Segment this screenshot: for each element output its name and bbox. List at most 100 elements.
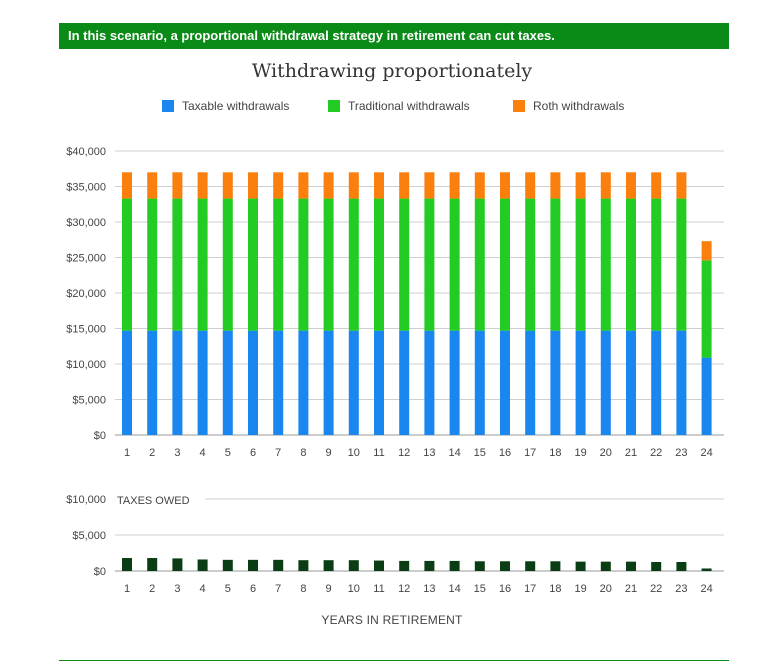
taxes-x-tick-label: 13 (423, 583, 435, 595)
taxes-bar-segment (374, 560, 384, 571)
taxes-x-tick-label: 2 (149, 583, 155, 595)
main-bar-segment (449, 330, 460, 435)
taxes-chart-x-ticks: 1 2 3 4 5 6 7 8 9 10 11 12 13 14 15 16 17 18 19 20 21 22 23 24 (124, 583, 713, 595)
main-bar-segment (550, 198, 561, 331)
main-y-tick-label: $10,000 (66, 359, 106, 371)
taxes-x-tick-label: 1 (124, 583, 130, 595)
taxes-x-tick-label: 15 (474, 583, 486, 595)
taxes-x-tick-label: 16 (499, 583, 511, 595)
taxes-bar-segment (172, 558, 183, 571)
main-bar-segment (399, 198, 410, 331)
taxes-bar-segment (348, 560, 359, 571)
main-bar-segment (374, 172, 384, 199)
main-bar-segment (676, 198, 687, 331)
main-chart-grid: $0 $5,000 $10,000 $15,000 $20,000 $25,000 $30,… (66, 146, 724, 442)
main-bar-segment (474, 330, 485, 435)
main-bar-segment (600, 172, 611, 199)
main-x-tick-label: 16 (499, 447, 511, 459)
main-x-tick-label: 2 (149, 447, 155, 459)
main-bar-segment (525, 330, 536, 435)
main-bar-segment (500, 172, 510, 199)
taxes-x-tick-label: 7 (275, 583, 281, 595)
main-x-tick-label: 18 (549, 447, 561, 459)
main-x-tick-label: 5 (225, 447, 231, 459)
main-bar-segment (474, 198, 485, 331)
main-x-tick-label: 6 (250, 447, 256, 459)
bottom-divider (59, 660, 729, 661)
taxes-x-tick-label: 17 (524, 583, 536, 595)
main-bar-segment (550, 330, 561, 435)
taxes-bar-segment (122, 558, 132, 571)
main-bar-segment (399, 172, 410, 199)
main-bar-segment (424, 198, 435, 331)
taxes-x-tick-label: 9 (326, 583, 332, 595)
main-y-tick-label: $5,000 (72, 395, 106, 407)
x-axis-label: YEARS IN RETIREMENT (321, 613, 463, 627)
main-bar-segment (651, 330, 662, 435)
main-bar-segment (323, 172, 334, 199)
legend-traditional: Traditional withdrawals (328, 99, 470, 113)
main-bar-segment (172, 198, 183, 331)
main-x-tick-label: 1 (124, 447, 130, 459)
taxes-x-tick-label: 10 (348, 583, 360, 595)
main-bar-segment (122, 198, 132, 331)
main-bar-segment (197, 172, 208, 199)
taxes-y-tick-label: $10,000 (66, 494, 106, 506)
main-bar-segment (248, 198, 258, 331)
main-chart-x-ticks: 1 2 3 4 5 6 7 8 9 10 11 12 13 14 15 16 17 18 19 20 21 22 23 24 (124, 447, 713, 459)
taxes-bar-segment (197, 559, 208, 571)
main-x-tick-label: 21 (625, 447, 637, 459)
main-y-tick-label: $25,000 (66, 253, 106, 265)
chart-title: Withdrawing proportionately (251, 60, 533, 82)
main-bar-segment (273, 172, 284, 199)
taxes-bar-segment (676, 562, 687, 571)
legend-roth: Roth withdrawals (513, 99, 624, 113)
taxes-x-tick-label: 11 (373, 583, 384, 595)
main-y-tick-label: $30,000 (66, 217, 106, 229)
legend-roth-label: Roth withdrawals (533, 99, 625, 113)
main-bar-segment (374, 330, 384, 435)
main-bar-segment (575, 198, 586, 331)
taxes-bar-segment (500, 561, 510, 571)
main-bar-segment (525, 172, 536, 199)
taxes-x-tick-label: 14 (448, 583, 460, 595)
main-bar-segment (626, 330, 636, 435)
main-bar-segment (122, 172, 132, 199)
main-x-tick-label: 11 (373, 447, 384, 459)
main-bar-segment (273, 198, 284, 331)
legend-taxable-label: Taxable withdrawals (182, 99, 290, 113)
main-bar-segment (147, 198, 158, 331)
taxes-bar-segment (147, 558, 158, 571)
taxes-x-tick-label: 21 (625, 583, 637, 595)
taxes-x-tick-label: 5 (225, 583, 231, 595)
main-x-tick-label: 10 (348, 447, 360, 459)
main-bar-segment (197, 330, 208, 435)
main-bar-segment (172, 330, 183, 435)
main-bar-segment (600, 330, 611, 435)
main-x-tick-label: 23 (675, 447, 687, 459)
main-bar-segment (600, 198, 611, 331)
main-bar-segment (147, 172, 158, 199)
main-x-tick-label: 13 (423, 447, 435, 459)
legend-traditional-label: Traditional withdrawals (348, 99, 470, 113)
main-bar-segment (248, 330, 258, 435)
taxes-x-tick-label: 19 (574, 583, 586, 595)
main-y-tick-label: $15,000 (66, 324, 106, 336)
main-bar-segment (575, 172, 586, 199)
main-bar-segment (575, 330, 586, 435)
main-bar-segment (298, 172, 309, 199)
chart-legend: Taxable withdrawals Traditional withdraw… (0, 99, 784, 115)
taxes-x-tick-label: 12 (398, 583, 410, 595)
main-bar-segment (701, 241, 712, 261)
main-chart-bars (122, 172, 712, 435)
main-bar-segment (399, 330, 410, 435)
main-bar-segment (474, 172, 485, 199)
legend-taxable-swatch (162, 100, 174, 112)
taxes-bar-segment (222, 559, 233, 571)
taxes-bar-segment (424, 560, 435, 571)
taxes-x-tick-label: 20 (600, 583, 612, 595)
main-x-tick-label: 14 (448, 447, 460, 459)
main-x-tick-label: 20 (600, 447, 612, 459)
main-y-tick-label: $0 (94, 430, 106, 442)
main-bar-segment (197, 198, 208, 331)
